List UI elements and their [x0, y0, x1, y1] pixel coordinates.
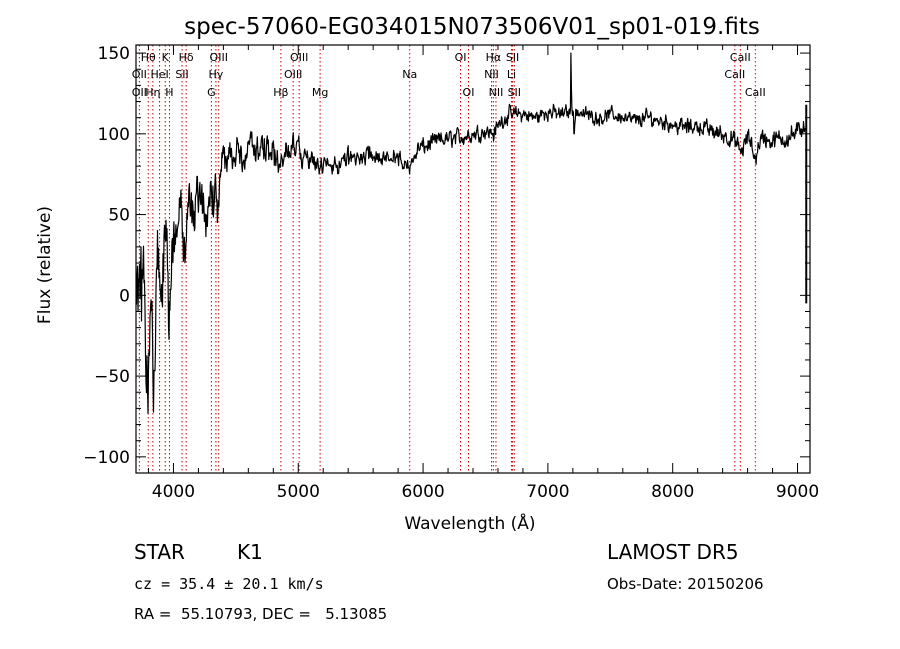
- plot-frame: [135, 44, 811, 474]
- line-marker-label: SII: [175, 68, 188, 81]
- y-tick-label: −100: [83, 448, 130, 468]
- survey-release: LAMOST DR5: [607, 540, 739, 564]
- line-marker-label: K: [162, 51, 170, 64]
- y-tick-label: 0: [119, 286, 130, 306]
- x-tick-label: 5000: [277, 482, 320, 502]
- line-marker-label: OI: [455, 51, 467, 64]
- line-marker-label: Hγ: [208, 68, 223, 81]
- line-marker-label: Na: [402, 68, 417, 81]
- object-class: STAR: [134, 540, 185, 564]
- line-marker-label: Mg: [312, 86, 328, 99]
- line-marker-label: NII: [489, 86, 504, 99]
- y-tick-label: −50: [94, 367, 130, 387]
- chart-title: spec-57060-EG034015N073506V01_sp01-019.f…: [184, 14, 760, 40]
- line-marker-label: OII: [132, 68, 147, 81]
- line-marker-label: SII: [508, 86, 521, 99]
- y-tick-label: 100: [98, 125, 130, 145]
- observation-date: Obs-Date: 20150206: [607, 575, 764, 593]
- x-tick-label: 4000: [152, 482, 195, 502]
- x-axis-title: Wavelength (Å): [404, 512, 535, 534]
- x-tick-label: 9000: [776, 482, 819, 502]
- sky-coordinates: RA = 55.10793, DEC = 5.13085: [134, 605, 388, 623]
- y-tick-label: 50: [108, 206, 130, 226]
- line-marker-label: CaII: [724, 68, 745, 81]
- line-marker-label: CaII: [730, 51, 751, 64]
- line-marker-label: HeI: [150, 68, 168, 81]
- line-marker-label: NII: [484, 68, 499, 81]
- line-marker-label: Hθ: [141, 51, 156, 64]
- line-marker-label: OI: [463, 86, 475, 99]
- x-tick-label: 6000: [401, 482, 444, 502]
- line-marker-label: CaII: [745, 86, 766, 99]
- x-tick-label: 8000: [651, 482, 694, 502]
- line-marker-label: OIII: [210, 51, 228, 64]
- line-marker-label: OIII: [284, 68, 302, 81]
- x-tick-label: 7000: [526, 482, 569, 502]
- line-marker-label: G: [207, 86, 216, 99]
- y-axis: −100 −50 0 50 100 150: [83, 44, 810, 468]
- line-marker-label: Hδ: [179, 51, 194, 64]
- y-tick-label: 150: [98, 44, 130, 64]
- line-marker-label: SII: [506, 51, 519, 64]
- y-axis-title: Flux (relative): [35, 206, 55, 324]
- spectrum-line: [135, 52, 806, 414]
- redshift-velocity: cz = 35.4 ± 20.1 km/s: [134, 575, 324, 593]
- line-marker-label: H: [165, 86, 173, 99]
- line-marker-label: Hη: [145, 86, 160, 99]
- line-marker-label: Hα: [486, 51, 502, 64]
- x-axis: 4000 5000 6000 7000 8000 9000: [147, 45, 819, 502]
- object-subclass: K1: [237, 540, 263, 564]
- line-marker-label: Li: [507, 68, 516, 81]
- emission-line-markers: [138, 45, 756, 473]
- line-marker-label: OIII: [290, 51, 308, 64]
- line-marker-label: Hβ: [273, 86, 288, 99]
